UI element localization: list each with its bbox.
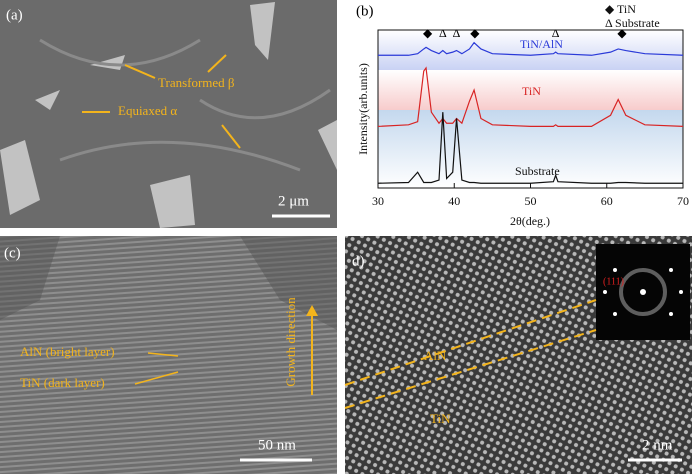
peak-marker: Δ bbox=[453, 26, 461, 40]
legend-note: Δ Substrate bbox=[605, 16, 660, 30]
series-label: TiN/AlN bbox=[520, 37, 563, 51]
peak-marker: ◆ bbox=[423, 26, 433, 40]
peak-marker: ◆ bbox=[470, 26, 480, 40]
panel-label: d) bbox=[352, 253, 365, 269]
scale-label: 50 nm bbox=[258, 437, 296, 453]
panel-b: (b) 2θ(deg.) Intensity(arb.units) ◆ TiN … bbox=[356, 2, 689, 228]
series-label: Substrate bbox=[515, 164, 560, 178]
annotation: AlN bbox=[424, 348, 447, 363]
panel-c: (c) AlN (bright layer) TiN (dark layer) … bbox=[0, 236, 337, 474]
annotation: Transformed β bbox=[158, 75, 235, 90]
annotation: AlN (bright layer) bbox=[20, 344, 115, 359]
x-axis-label: 2θ(deg.) bbox=[510, 214, 550, 228]
panel-a: (a) Transformed β Equiaxed α 2 μm bbox=[0, 0, 337, 228]
legend-note: ◆ TiN bbox=[605, 2, 636, 16]
annotation: (111) bbox=[603, 276, 624, 287]
x-tick-label: 30 bbox=[372, 194, 384, 208]
peak-marker: ◆ bbox=[617, 26, 627, 40]
annotation: Growth direction bbox=[283, 297, 298, 387]
x-tick-label: 70 bbox=[677, 194, 689, 208]
y-axis-label: Intensity(arb.units) bbox=[356, 63, 370, 155]
x-tick-label: 40 bbox=[448, 194, 460, 208]
scale-label: 2 nm bbox=[642, 437, 673, 453]
scale-label: 2 μm bbox=[278, 193, 309, 209]
panel-label: (c) bbox=[4, 245, 21, 261]
x-tick-label: 50 bbox=[525, 194, 537, 208]
panel-label: (a) bbox=[6, 7, 23, 23]
series-line bbox=[377, 112, 683, 184]
peak-marker: Δ bbox=[552, 26, 560, 40]
annotation: TiN bbox=[430, 411, 451, 426]
annotation: Equiaxed α bbox=[118, 103, 177, 118]
series-line bbox=[378, 41, 684, 56]
series-label: TiN bbox=[522, 84, 541, 98]
series-line bbox=[377, 66, 684, 127]
x-tick-label: 60 bbox=[601, 194, 613, 208]
panel-d: d) (111) AlN TiN 2 nm bbox=[344, 236, 692, 474]
annotation: TiN (dark layer) bbox=[20, 375, 105, 390]
panel-label: (b) bbox=[356, 3, 374, 19]
peak-marker: Δ bbox=[439, 26, 447, 40]
